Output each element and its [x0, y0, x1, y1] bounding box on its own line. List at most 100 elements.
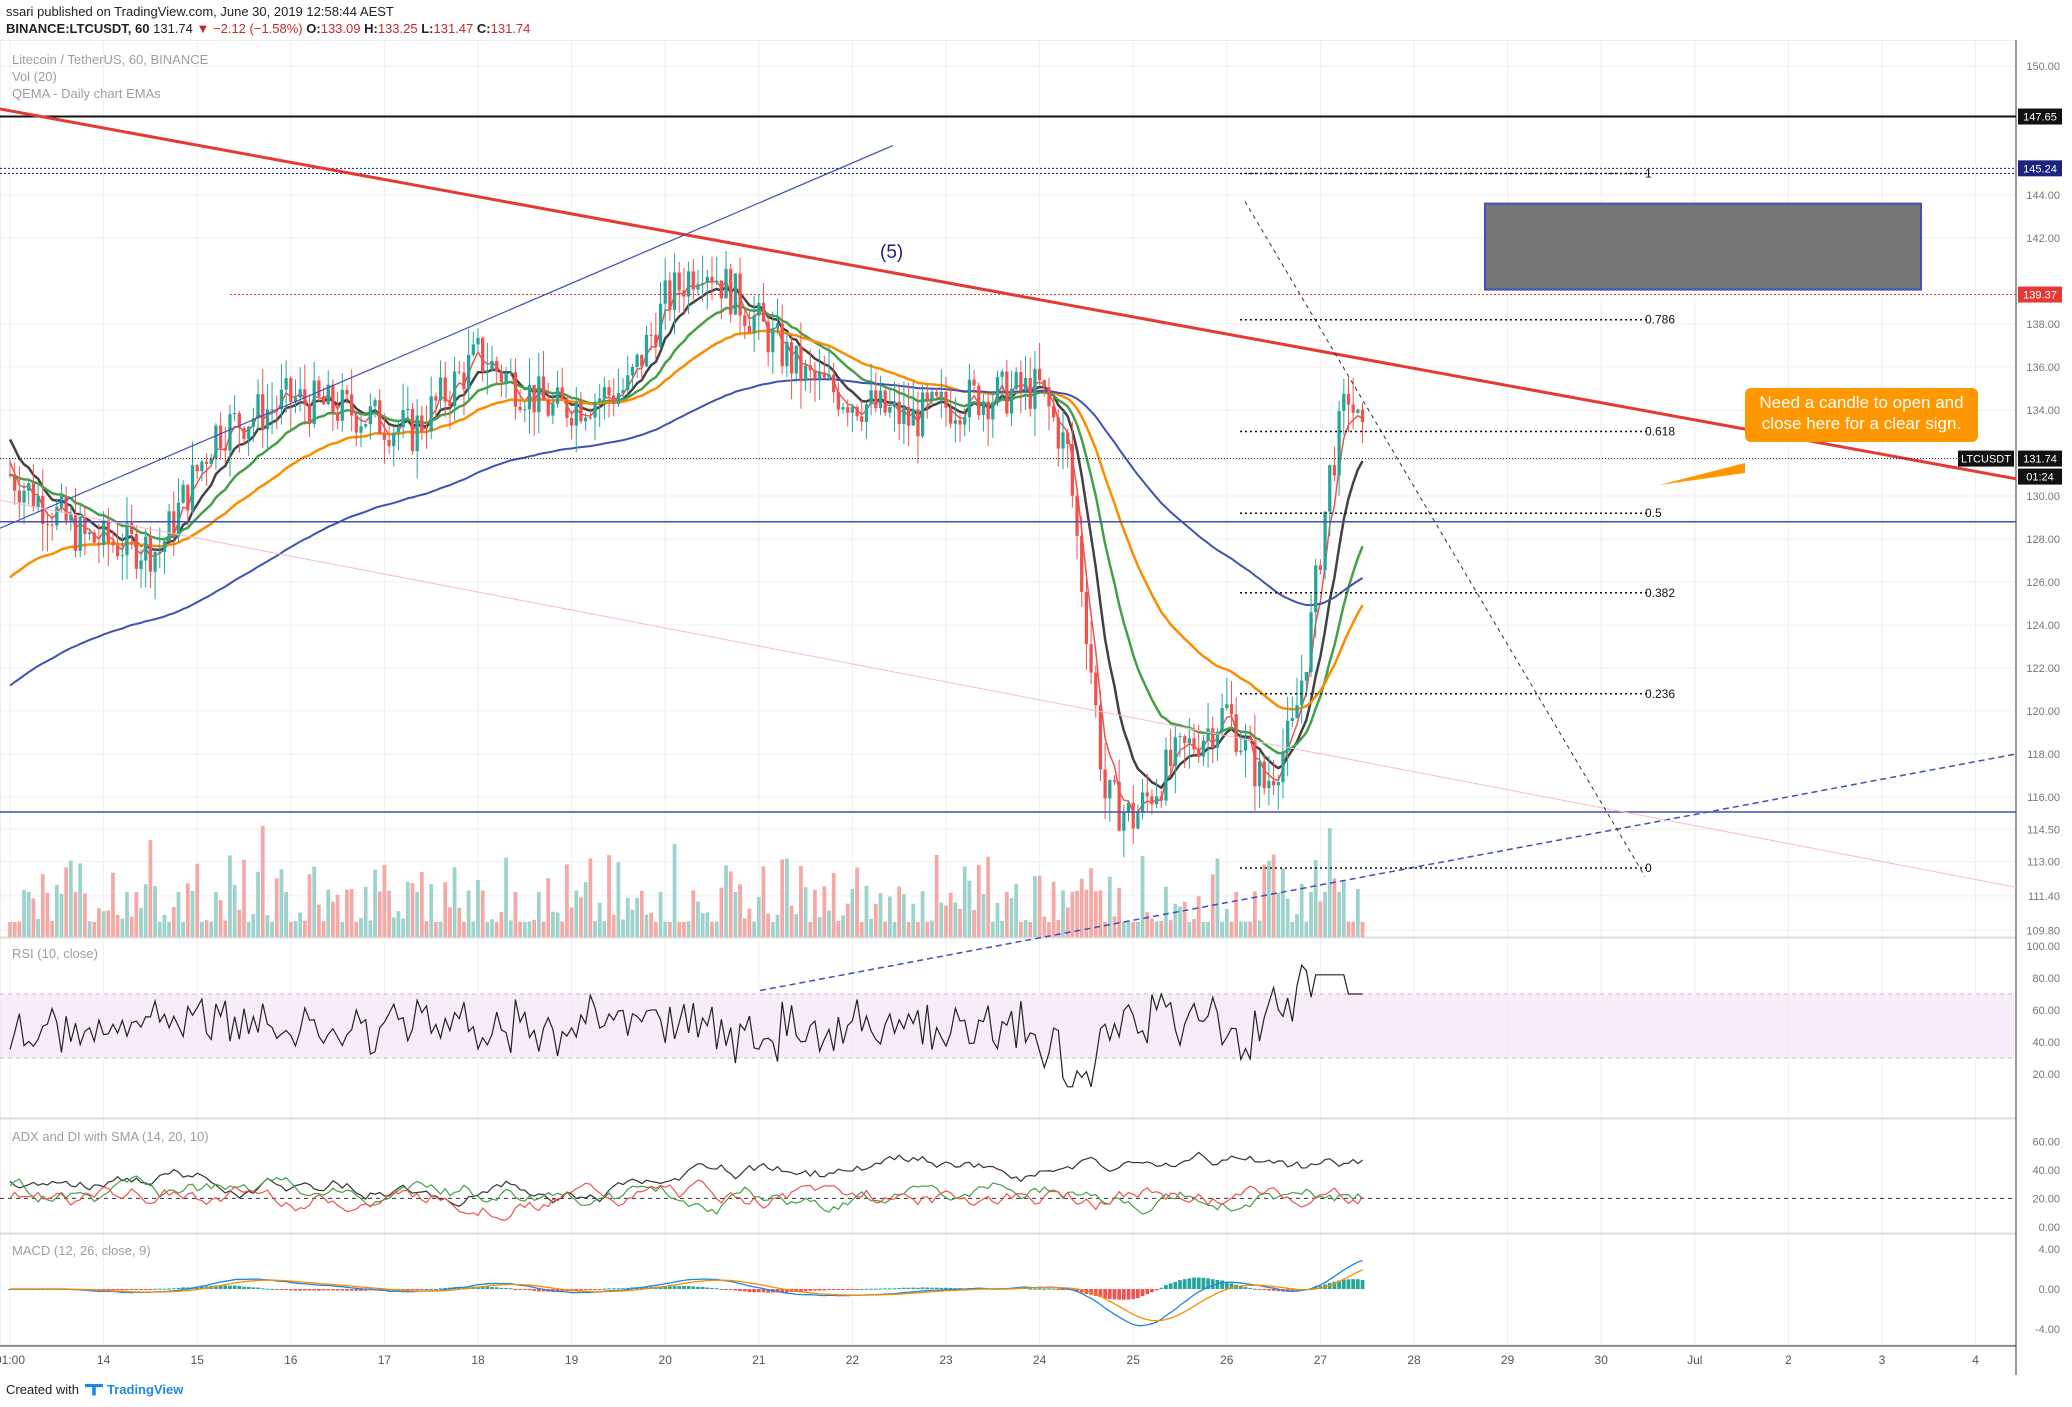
macd-hist-bar: [462, 1287, 466, 1289]
candle-body: [963, 417, 967, 425]
candle-body: [368, 406, 372, 425]
macd-tick: 0.00: [2039, 1284, 2060, 1296]
candle-body: [972, 379, 976, 386]
time-tick-label: 3: [1879, 1353, 1886, 1367]
pane-frame-0: [0, 40, 2017, 938]
candle-body: [1351, 404, 1355, 413]
candle-body: [766, 321, 770, 353]
volume-bar: [1023, 920, 1028, 937]
volume-bar: [672, 844, 677, 937]
candle-body: [719, 280, 723, 299]
fib-level-label: 0: [1645, 861, 1652, 875]
candle-body: [293, 397, 298, 403]
candle-body: [1154, 796, 1159, 805]
volume-bar: [728, 871, 733, 937]
volume-bar: [415, 891, 420, 937]
candle-body: [1173, 737, 1177, 766]
publisher-name[interactable]: ssari: [6, 4, 34, 19]
candle-body: [1178, 736, 1182, 738]
candle-body: [364, 424, 368, 427]
macd-hist-bar: [906, 1287, 911, 1289]
volume-bar: [1000, 920, 1005, 937]
volume-bar: [317, 904, 321, 937]
volume-bar: [855, 867, 859, 937]
volume-bar: [878, 893, 883, 937]
candle-body: [1061, 432, 1065, 449]
macd-hist-bar: [714, 1288, 719, 1290]
volume-bar: [621, 919, 625, 937]
price-tick-label: 118.00: [2027, 749, 2060, 761]
volume-bar: [153, 886, 157, 937]
candle-body: [73, 514, 78, 551]
tradingview-logo[interactable]: TradingView: [84, 1382, 183, 1397]
macd-hist-bar: [1103, 1289, 1107, 1299]
macd-hist-bar: [859, 1288, 864, 1290]
volume-bar: [1182, 901, 1187, 937]
volume-bar: [401, 918, 405, 937]
candle-body: [162, 541, 167, 552]
candle-body: [855, 406, 859, 417]
time-tick-label: 19: [565, 1353, 579, 1367]
candle-body: [1286, 720, 1290, 752]
candle-body: [527, 385, 532, 410]
candle-body: [1145, 792, 1149, 797]
macd-hist-bar: [504, 1288, 508, 1290]
macd-hist-bar: [419, 1289, 424, 1290]
macd-hist-bar: [218, 1285, 223, 1289]
candle-body: [635, 354, 639, 367]
macd-hist-bar: [785, 1289, 789, 1293]
close-value: 131.74: [490, 21, 531, 36]
candle-body: [106, 520, 110, 543]
macd-hist-bar: [887, 1288, 892, 1290]
candle-body: [860, 416, 864, 423]
volume-bar: [607, 855, 611, 937]
legend-symbol: Litecoin / TetherUS, 60, BINANCE: [12, 52, 209, 67]
candle-body: [153, 551, 157, 572]
volume-bar: [887, 896, 892, 937]
volume-bar: [499, 911, 504, 937]
macd-hist-bar: [284, 1289, 288, 1290]
rsi-title: RSI (10, close): [12, 946, 98, 961]
volume-bar: [962, 866, 967, 937]
candle-body: [190, 465, 195, 511]
candle-body: [869, 390, 873, 405]
candle-body: [1122, 812, 1126, 831]
time-tick-label: 23: [939, 1353, 953, 1367]
macd-hist-bar: [331, 1289, 335, 1291]
macd-hist-bar: [518, 1289, 522, 1290]
volume-bar: [649, 912, 654, 937]
candle-body: [1009, 388, 1014, 414]
volume-bar: [705, 912, 710, 937]
price-badge: [2018, 160, 2062, 177]
candle-body: [116, 545, 120, 557]
candle-body: [1346, 393, 1351, 405]
candle-body: [944, 391, 948, 408]
fib-level-label: 1: [1645, 167, 1652, 181]
volume-bar: [986, 856, 990, 937]
macd-hist-bar: [1061, 1289, 1065, 1290]
volume-bar: [1332, 878, 1337, 937]
volume-bar: [50, 920, 54, 937]
candle-body: [1084, 591, 1089, 644]
open-label: O:: [306, 21, 321, 36]
time-tick-label: Jul: [1687, 1353, 1702, 1367]
volume-bar: [345, 889, 349, 937]
macd-hist-bar: [593, 1289, 597, 1290]
time-tick-label: 27: [1314, 1353, 1328, 1367]
candle-body: [134, 534, 138, 569]
legend-volume: Vol (20): [12, 69, 57, 84]
volume-bar: [1346, 921, 1351, 937]
volume-bar: [920, 891, 925, 937]
volume-bar: [831, 873, 836, 937]
high-value: 133.25: [377, 21, 418, 36]
volume-bar: [78, 863, 83, 937]
volume-bar: [1304, 921, 1309, 937]
candle-body: [317, 380, 321, 397]
candle-body: [752, 315, 756, 333]
candle-body: [775, 323, 780, 328]
macd-signal-line: [10, 1269, 1363, 1322]
rsi-line: [9, 963, 1363, 1088]
macd-hist-bar: [312, 1289, 317, 1291]
chart-canvas[interactable]: 1 0.786 0.618 0.5 0.382 0.236 0 01:00 14 15 16 17 1…: [0, 40, 2072, 1375]
volume-bar: [26, 891, 31, 937]
